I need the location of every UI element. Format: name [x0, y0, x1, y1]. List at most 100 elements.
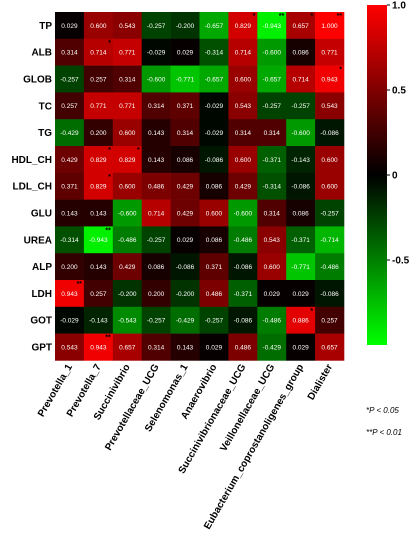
significance-notes: *P < 0.05 **P < 0.01 [366, 406, 402, 437]
cell-value-label: 0.886 [293, 318, 310, 325]
cell-value-label: 0.771 [119, 103, 136, 110]
heatmap-cell [199, 38, 229, 66]
heatmap-cell [83, 226, 114, 254]
cell-value-label: 0.200 [148, 291, 165, 298]
colorbar: 1.0 0.5 0 -0.5 [367, 1, 410, 345]
heatmap-cell [286, 172, 316, 200]
heatmap-cell [141, 333, 171, 361]
heatmap-cell [315, 12, 345, 40]
heatmap-cell [257, 92, 287, 120]
cell-value-label: 0.657 [321, 344, 338, 351]
cell-value-label: 0.371 [206, 264, 223, 271]
heatmap-cell [170, 119, 200, 147]
heatmap-cell [141, 38, 171, 66]
cell-value-label: 0.486 [235, 344, 252, 351]
cell-value-label: -0.486 [118, 237, 137, 244]
cell-value-label: 0.714 [293, 76, 310, 83]
cell-value-label: -0.086 [205, 157, 224, 164]
cell-value-label: -0.657 [205, 76, 224, 83]
significance-marker: * [108, 40, 111, 47]
cell-value-label: -0.714 [320, 237, 339, 244]
column-label: Dialister [306, 362, 335, 402]
heatmap-cell [228, 92, 258, 120]
heatmap-cell [83, 280, 114, 308]
heatmap-cell [228, 172, 258, 200]
cell-value-label: -0.200 [176, 23, 195, 30]
cell-value-label: 0.771 [119, 50, 136, 57]
cell-value-label: -0.143 [89, 318, 108, 325]
cell-value-label: 0.029 [61, 23, 78, 30]
cell-value-label: -0.200 [176, 291, 195, 298]
heatmap-cell [141, 12, 171, 40]
cell-value-label: 0.543 [264, 237, 281, 244]
row-label: TP [39, 21, 52, 32]
cell-value-label: 0.429 [177, 210, 194, 217]
row-label: GLOB [23, 75, 52, 86]
cell-value-label: 0.486 [148, 184, 165, 191]
significance-marker: ** [279, 13, 285, 20]
cell-value-label: -0.086 [234, 264, 253, 271]
heatmap-cell [315, 172, 345, 200]
heatmap-cell [286, 226, 316, 254]
cell-value-label: 0.314 [177, 130, 194, 137]
cell-value-label: 0.771 [321, 50, 338, 57]
colorbar-tick-label: -0.5 [392, 256, 410, 267]
significance-marker: * [108, 174, 111, 181]
significance-marker: ** [337, 13, 343, 20]
cell-value-label: -0.029 [205, 103, 224, 110]
cell-value-label: 0.943 [90, 344, 107, 351]
heatmap-cell [112, 253, 142, 281]
heatmap-cell [286, 38, 316, 66]
cell-value-label: -0.257 [320, 210, 339, 217]
cell-value-label: -0.371 [234, 291, 253, 298]
cell-value-label: 0.314 [119, 76, 136, 83]
heatmap-cell [286, 65, 316, 93]
row-label: TC [39, 101, 52, 112]
row-labels: TP ALB GLOB TC TG HDL_CH LDL_CH GLU UREA ALP LDH GO… [11, 21, 52, 354]
significance-marker: ** [76, 281, 82, 288]
heatmap-cell [315, 253, 345, 281]
heatmap-cell [83, 333, 114, 361]
row-label: TG [38, 128, 52, 139]
cell-value-label: 0.429 [119, 264, 136, 271]
cell-value-label: 0.600 [119, 130, 136, 137]
heatmap-cell [199, 92, 229, 120]
cell-value-label: -0.200 [118, 291, 137, 298]
cell-value-label: -0.257 [263, 103, 282, 110]
row-label: HDL_CH [11, 155, 52, 166]
significance-marker: * [137, 147, 140, 154]
heatmap-cell [83, 65, 114, 93]
cell-value-label: 0.600 [321, 157, 338, 164]
heatmap-cell [286, 333, 316, 361]
cell-value-label: -0.086 [291, 184, 310, 191]
heatmap-cell [257, 172, 287, 200]
heatmap-cell [315, 38, 345, 66]
cell-value-label: -0.771 [291, 264, 310, 271]
cell-value-label: -0.943 [89, 237, 108, 244]
heatmap-cell [55, 146, 85, 174]
cell-value-label: -0.257 [147, 237, 166, 244]
cell-value-label: 0.600 [119, 184, 136, 191]
significance-marker: ** [105, 227, 111, 234]
heatmap-cell [315, 119, 345, 147]
cell-value-label: -0.600 [263, 50, 282, 57]
heatmap-cell [112, 12, 142, 40]
cell-value-label: -0.657 [263, 76, 282, 83]
cell-value-label: -0.029 [205, 130, 224, 137]
cell-value-label: 0.771 [90, 103, 107, 110]
cell-value-label: 0.257 [61, 103, 78, 110]
cell-value-label: 0.029 [264, 291, 281, 298]
heatmap-cell [199, 172, 229, 200]
heatmap-cell [199, 280, 229, 308]
heatmap-cell [141, 146, 171, 174]
heatmap-cell [141, 306, 171, 334]
cell-value-label: 0.429 [235, 184, 252, 191]
cell-value-label: 0.143 [90, 264, 107, 271]
heatmap-cell [55, 199, 85, 227]
heatmap-cell [228, 333, 258, 361]
heatmap-cell [141, 119, 171, 147]
heatmap-cell [170, 65, 200, 93]
cell-value-label: -0.314 [205, 50, 224, 57]
heatmap-cell [55, 172, 85, 200]
cell-value-label: 0.314 [61, 50, 78, 57]
